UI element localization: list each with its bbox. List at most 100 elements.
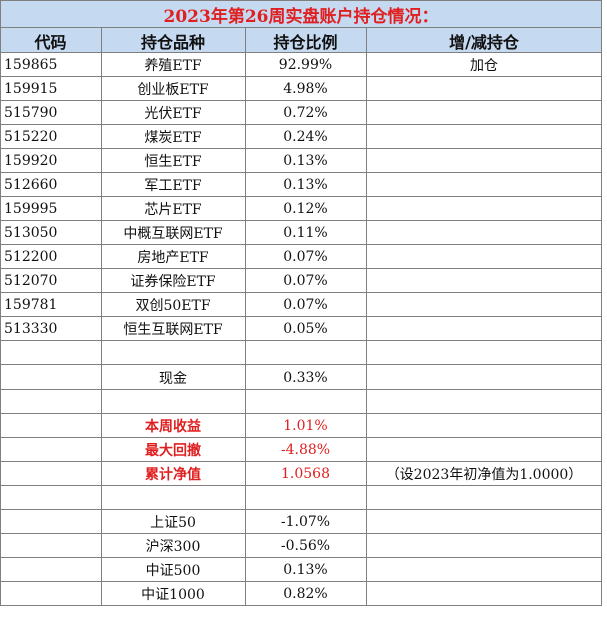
holding-ratio-cell[interactable]: 0.13% <box>283 177 328 193</box>
performance-value-cell[interactable]: 1.0568 <box>281 466 330 482</box>
empty-cell[interactable] <box>366 390 602 414</box>
grid-line-horizontal <box>0 268 602 269</box>
holding-ratio-cell[interactable]: 0.07% <box>283 249 328 265</box>
performance-value-cell[interactable]: -4.88% <box>280 442 331 458</box>
holding-ratio-cell[interactable]: 0.07% <box>283 273 328 289</box>
column-header-change[interactable]: 增/减持仓 <box>366 28 602 53</box>
holding-name-cell[interactable]: 中概互联网ETF <box>123 226 223 242</box>
holding-name-cell[interactable]: 创业板ETF <box>137 82 209 98</box>
performance-label-cell[interactable]: 累计净值 <box>145 467 201 483</box>
empty-cell[interactable] <box>0 534 101 558</box>
index-value-cell[interactable]: 0.82% <box>283 586 328 602</box>
holding-code-cell[interactable]: 515220 <box>4 129 58 145</box>
holding-code-cell[interactable]: 513050 <box>4 225 58 241</box>
empty-cell[interactable] <box>0 390 101 414</box>
performance-note-cell[interactable] <box>366 414 602 438</box>
empty-cell[interactable] <box>366 510 602 534</box>
holding-change-cell[interactable] <box>366 77 602 101</box>
empty-cell[interactable] <box>245 390 366 414</box>
holding-change-cell[interactable] <box>366 293 602 317</box>
holding-name-cell[interactable]: 恒生ETF <box>144 154 202 170</box>
empty-cell[interactable] <box>0 341 101 365</box>
grid-line-horizontal <box>0 100 602 101</box>
empty-cell[interactable] <box>0 486 101 510</box>
holding-change-cell[interactable] <box>366 269 602 293</box>
holding-ratio-cell[interactable]: 4.98% <box>283 81 328 97</box>
holding-code-cell[interactable]: 513330 <box>4 321 58 337</box>
holding-ratio-cell[interactable]: 0.12% <box>283 201 328 217</box>
empty-cell[interactable] <box>366 534 602 558</box>
index-label-cell[interactable]: 上证50 <box>150 515 196 531</box>
holding-code-cell[interactable]: 512200 <box>4 249 58 265</box>
index-label-cell[interactable]: 中证1000 <box>141 587 205 603</box>
empty-cell[interactable] <box>101 390 245 414</box>
holding-name-cell[interactable]: 军工ETF <box>144 178 202 194</box>
index-label-cell[interactable]: 中证500 <box>145 563 201 579</box>
holding-code-cell[interactable]: 512070 <box>4 273 58 289</box>
empty-cell[interactable] <box>0 365 101 390</box>
holding-ratio-cell[interactable]: 0.07% <box>283 297 328 313</box>
cash-ratio-cell[interactable]: 0.33% <box>283 369 328 386</box>
holding-code-cell[interactable]: 159781 <box>4 297 58 313</box>
holding-change-cell[interactable] <box>366 101 602 125</box>
holding-change-cell[interactable] <box>366 173 602 197</box>
empty-cell[interactable] <box>366 582 602 606</box>
empty-cell[interactable] <box>0 558 101 582</box>
holding-code-cell[interactable]: 512660 <box>4 177 58 193</box>
empty-cell[interactable] <box>0 414 101 438</box>
index-label-cell[interactable]: 沪深300 <box>145 539 201 555</box>
holding-change-cell[interactable] <box>366 317 602 341</box>
holding-ratio-cell[interactable]: 92.99% <box>278 57 333 73</box>
grid-line-horizontal <box>0 148 602 149</box>
empty-cell[interactable] <box>366 365 602 390</box>
index-value-cell[interactable]: -1.07% <box>280 514 331 530</box>
holding-ratio-cell[interactable]: 0.11% <box>283 225 328 241</box>
empty-cell[interactable] <box>366 486 602 510</box>
empty-cell[interactable] <box>366 558 602 582</box>
holding-change-cell[interactable] <box>366 221 602 245</box>
holding-name-cell[interactable]: 光伏ETF <box>144 106 202 122</box>
empty-cell[interactable] <box>0 510 101 534</box>
holding-name-cell[interactable]: 恒生互联网ETF <box>123 322 223 338</box>
holding-name-cell[interactable]: 芯片ETF <box>144 202 202 218</box>
holding-code-cell[interactable]: 159915 <box>4 81 58 97</box>
performance-note-cell[interactable]: （设2023年初净值为1.0000） <box>385 467 583 483</box>
empty-cell[interactable] <box>245 341 366 365</box>
holding-code-cell[interactable]: 515790 <box>4 105 58 121</box>
performance-note-cell[interactable] <box>366 438 602 462</box>
column-header-holding[interactable]: 持仓品种 <box>101 28 245 53</box>
performance-label-cell[interactable]: 本周收益 <box>145 419 201 435</box>
empty-cell[interactable] <box>0 438 101 462</box>
holding-ratio-cell[interactable]: 0.13% <box>283 153 328 169</box>
holding-change-cell[interactable] <box>366 197 602 221</box>
holding-change-cell[interactable] <box>366 149 602 173</box>
grid-line-horizontal <box>0 220 602 221</box>
cash-label-cell[interactable]: 现金 <box>159 370 187 387</box>
empty-cell[interactable] <box>0 582 101 606</box>
empty-cell[interactable] <box>0 462 101 486</box>
empty-cell[interactable] <box>245 486 366 510</box>
empty-cell[interactable] <box>101 341 245 365</box>
empty-cell[interactable] <box>101 486 245 510</box>
performance-label-cell[interactable]: 最大回撤 <box>145 443 201 459</box>
holding-ratio-cell[interactable]: 0.24% <box>283 129 328 145</box>
holding-name-cell[interactable]: 房地产ETF <box>137 250 209 266</box>
performance-value-cell[interactable]: 1.01% <box>283 418 328 434</box>
column-header-code[interactable]: 代码 <box>0 28 101 53</box>
holding-code-cell[interactable]: 159995 <box>4 201 58 217</box>
index-value-cell[interactable]: 0.13% <box>283 562 328 578</box>
holding-code-cell[interactable]: 159865 <box>4 57 58 73</box>
empty-cell[interactable] <box>366 341 602 365</box>
holding-change-cell[interactable] <box>366 245 602 269</box>
column-header-ratio[interactable]: 持仓比例 <box>245 28 366 53</box>
holding-code-cell[interactable]: 159920 <box>4 153 58 169</box>
holding-ratio-cell[interactable]: 0.05% <box>283 321 328 337</box>
index-value-cell[interactable]: -0.56% <box>280 538 331 554</box>
holding-name-cell[interactable]: 养殖ETF <box>144 58 202 74</box>
holding-change-cell[interactable] <box>366 125 602 149</box>
holding-name-cell[interactable]: 煤炭ETF <box>144 130 202 146</box>
holding-ratio-cell[interactable]: 0.72% <box>283 105 328 121</box>
holding-change-cell[interactable]: 加仓 <box>470 58 498 74</box>
holding-name-cell[interactable]: 证券保险ETF <box>130 274 216 290</box>
holding-name-cell[interactable]: 双创50ETF <box>135 298 211 314</box>
